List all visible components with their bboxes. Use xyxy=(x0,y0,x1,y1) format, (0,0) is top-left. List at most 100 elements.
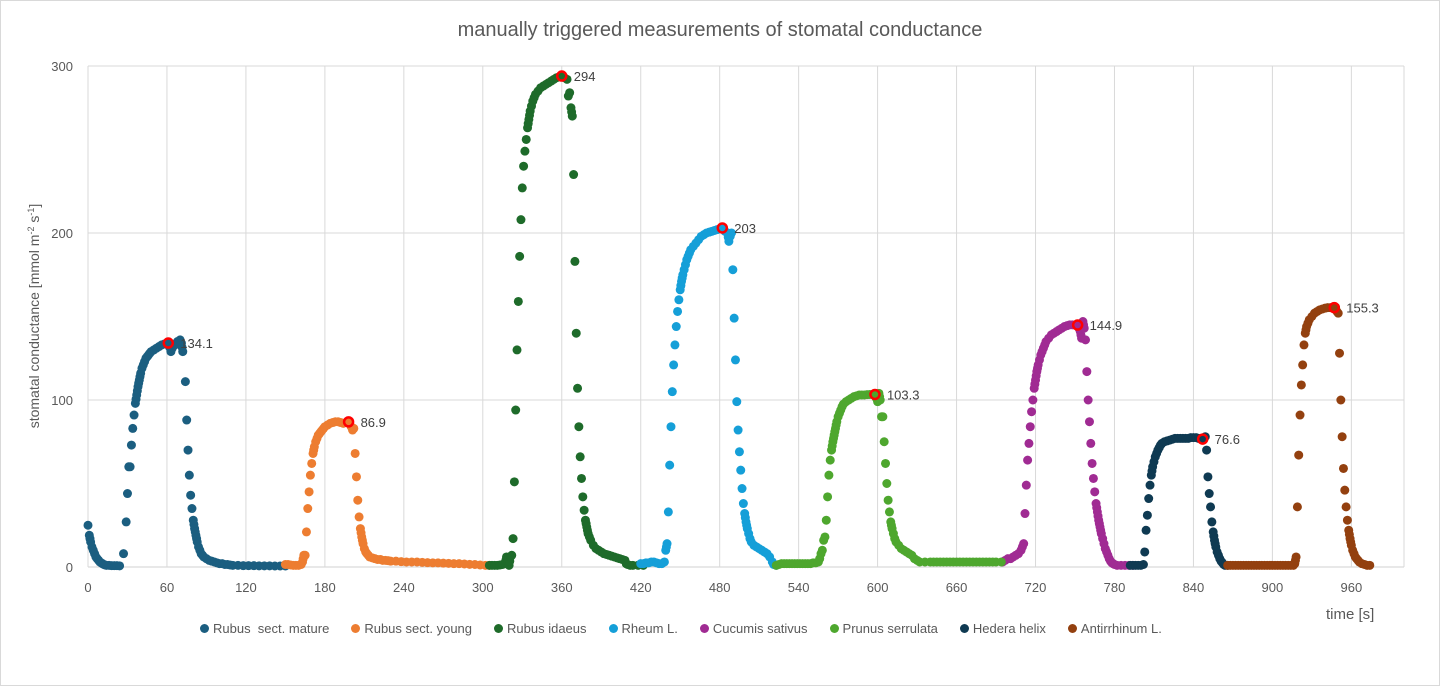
data-point xyxy=(1202,445,1212,455)
data-point xyxy=(1025,422,1035,432)
x-tick-label: 960 xyxy=(1341,580,1363,595)
legend-marker-icon xyxy=(200,623,209,633)
data-point xyxy=(666,422,676,432)
data-point xyxy=(1296,380,1306,390)
data-point xyxy=(1340,485,1350,495)
data-point xyxy=(351,472,361,482)
x-tick-label: 480 xyxy=(709,580,731,595)
data-point xyxy=(1365,560,1375,570)
data-point xyxy=(516,215,526,225)
data-point xyxy=(736,465,746,475)
data-point xyxy=(1336,395,1346,405)
y-tick-label: 300 xyxy=(51,59,73,74)
data-point xyxy=(125,462,135,472)
legend-item: Cucumis sativus xyxy=(699,621,808,636)
data-point xyxy=(562,74,572,84)
legend-label: Hedera helix xyxy=(972,620,1046,636)
data-point xyxy=(730,355,740,365)
peak-marker xyxy=(162,337,175,349)
data-point xyxy=(129,410,139,420)
data-point xyxy=(729,313,739,323)
data-point xyxy=(1141,525,1151,535)
peak-marker xyxy=(556,70,568,82)
data-point xyxy=(126,440,136,450)
legend-item: Prunus serrulata xyxy=(829,621,938,636)
data-point xyxy=(569,170,579,180)
data-point xyxy=(1028,395,1038,405)
data-point xyxy=(875,395,885,405)
data-point xyxy=(669,360,679,370)
data-point xyxy=(1021,480,1031,490)
data-point xyxy=(1140,547,1150,557)
series-6 xyxy=(1125,432,1233,570)
data-point xyxy=(1338,463,1348,473)
data-point xyxy=(1294,450,1304,460)
data-point xyxy=(821,515,831,525)
data-point xyxy=(180,377,190,387)
data-series xyxy=(83,71,1375,571)
data-point xyxy=(350,448,360,458)
x-tick-label: 540 xyxy=(788,580,810,595)
legend-label: Antirrhinum L. xyxy=(1080,620,1162,636)
data-point xyxy=(996,557,1006,567)
data-point xyxy=(573,383,583,393)
data-point xyxy=(882,479,892,488)
x-tick-label: 60 xyxy=(160,580,174,595)
series-7 xyxy=(1223,302,1375,570)
data-point xyxy=(567,111,577,121)
y-tick-label: 0 xyxy=(66,560,73,575)
series-4 xyxy=(998,317,1138,570)
legend-marker-icon xyxy=(351,623,361,633)
peak-marker xyxy=(1328,301,1341,314)
x-tick-label: 180 xyxy=(314,580,336,595)
data-point xyxy=(728,265,738,275)
legend-label: Rubus sect. mature xyxy=(213,620,330,636)
data-point xyxy=(1023,455,1033,465)
data-point xyxy=(1291,552,1301,562)
legend-marker-icon xyxy=(608,623,618,633)
data-point xyxy=(1086,438,1096,448)
data-point xyxy=(673,306,683,316)
data-point xyxy=(1295,410,1305,420)
data-point xyxy=(1083,395,1093,405)
peak-marker xyxy=(716,222,729,234)
data-point xyxy=(880,458,890,468)
data-point xyxy=(121,517,131,527)
gridlines xyxy=(87,65,1405,568)
legend-item: Hedera helix xyxy=(959,620,1046,636)
legend-label: Rubus idaeus xyxy=(507,620,587,636)
data-point xyxy=(734,447,744,457)
data-point xyxy=(1020,509,1030,519)
data-point xyxy=(727,228,737,238)
peak-data-label: 155.3 xyxy=(1346,301,1379,316)
data-point xyxy=(659,557,669,567)
legend-marker-icon xyxy=(1067,623,1077,633)
x-tick-label: 600 xyxy=(867,580,889,595)
data-point xyxy=(1204,489,1214,499)
series-2 xyxy=(484,71,648,570)
data-point xyxy=(571,328,581,338)
data-point xyxy=(884,507,894,517)
peak-data-label: 86.9 xyxy=(361,415,386,430)
data-point xyxy=(184,470,194,480)
data-point xyxy=(883,495,893,505)
data-point xyxy=(303,504,313,514)
x-tick-label: 900 xyxy=(1262,580,1284,595)
data-point xyxy=(353,495,363,505)
peak-data-label: 134.1 xyxy=(180,336,213,351)
legend-item: Rubus idaeus xyxy=(494,621,587,636)
data-point xyxy=(1207,517,1217,527)
x-axis-label: time [s] xyxy=(1326,606,1375,623)
data-point xyxy=(732,397,742,407)
data-point xyxy=(737,484,747,494)
x-tick-label: 720 xyxy=(1025,580,1047,595)
x-tick-label: 420 xyxy=(630,580,652,595)
data-point xyxy=(508,534,518,544)
data-point xyxy=(512,345,522,355)
y-tick-label: 100 xyxy=(51,393,73,408)
data-point xyxy=(354,512,364,522)
data-point xyxy=(304,487,314,497)
data-point xyxy=(178,347,188,357)
legend-label: Rheum L. xyxy=(621,620,678,636)
legend-marker-icon xyxy=(959,623,969,633)
